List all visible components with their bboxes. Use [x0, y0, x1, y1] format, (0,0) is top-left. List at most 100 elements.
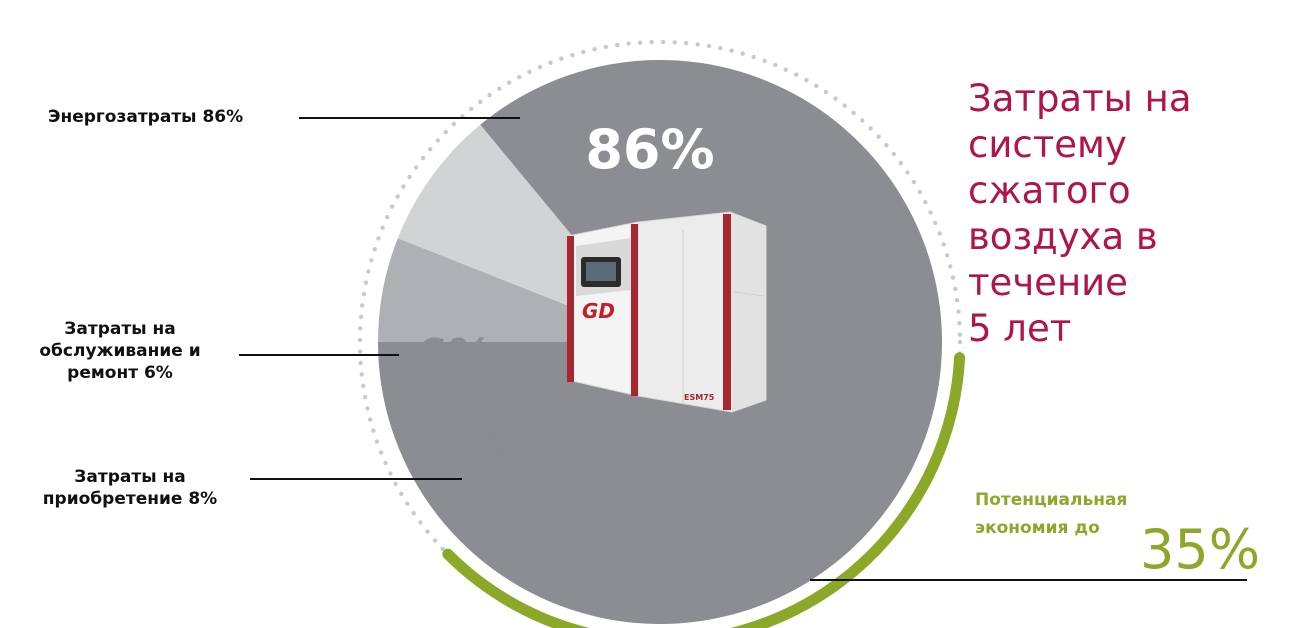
ring-dot: [487, 92, 492, 98]
savings-label-line: Потенциальная: [975, 490, 1128, 510]
label-purchase-line: приобретение 8%: [42, 489, 218, 509]
ring-dot: [581, 49, 586, 55]
ring-dot: [440, 546, 445, 552]
ring-dot: [891, 151, 896, 157]
ring-dot: [729, 48, 734, 53]
label-service-line: обслуживание и: [39, 341, 201, 361]
ring-dot: [615, 42, 620, 48]
leader-line-purchase: [250, 478, 462, 480]
ring-dot: [385, 214, 390, 220]
compressor-image: GD ESM75: [567, 211, 767, 413]
ring-dot: [740, 51, 745, 56]
ring-dot: [783, 67, 788, 72]
compressor-model: ESM75: [684, 393, 715, 402]
ring-dot: [592, 47, 597, 52]
label-service-line: ремонт 6%: [67, 363, 173, 383]
ring-dot: [649, 39, 654, 45]
ring-dot: [425, 529, 430, 534]
ring-dot: [948, 264, 953, 269]
ring-dot: [418, 520, 423, 525]
ring-dot: [361, 291, 367, 297]
ring-dot: [833, 96, 838, 101]
label-energy-line: Энергозатраты 86%: [48, 107, 244, 127]
ring-dot: [876, 134, 881, 139]
ring-dot: [637, 40, 643, 45]
ring-dot: [683, 40, 689, 46]
label-purchase-line: Затраты на: [74, 467, 186, 487]
ring-dot: [401, 184, 406, 189]
ring-dot: [953, 286, 958, 292]
ring-dot: [357, 337, 363, 343]
ring-dot: [366, 269, 371, 274]
ring-dot: [537, 64, 543, 70]
ring-dot: [363, 280, 369, 285]
ring-dot: [432, 538, 438, 543]
ring-dot: [751, 54, 756, 60]
ring-dot: [390, 204, 395, 209]
ring-dot: [794, 72, 799, 77]
ring-dot: [388, 471, 393, 476]
ring-dot: [957, 332, 963, 337]
ring-dot: [435, 138, 440, 143]
ring-dot: [383, 460, 388, 466]
label-service-line: Затраты на: [64, 319, 176, 339]
ring-dot: [497, 86, 502, 91]
ring-dot: [937, 231, 942, 236]
ring-dot: [950, 275, 956, 280]
ring-dot: [380, 225, 385, 230]
ring-dot: [898, 160, 903, 166]
ring-dot: [884, 143, 889, 148]
ring-dot: [361, 383, 366, 388]
ring-dot: [917, 189, 922, 195]
ring-dot: [923, 199, 928, 205]
ring-dot: [842, 103, 847, 108]
ring-dot: [626, 41, 631, 46]
ring-dot: [672, 40, 677, 45]
ring-dot: [360, 303, 365, 308]
ring-dot: [814, 83, 819, 89]
ring-dot: [868, 126, 873, 131]
ring-dot: [706, 43, 712, 49]
ring-dot: [570, 52, 575, 58]
savings-value: 35%: [1140, 518, 1261, 581]
ring-dot: [407, 174, 412, 180]
ring-dot: [420, 155, 426, 161]
slice-data-labels: 86% 6% 8%: [416, 118, 715, 469]
ring-dot: [362, 395, 368, 400]
ring-dot: [368, 417, 373, 422]
ring-dot: [365, 406, 370, 411]
label-energy: Энергозатраты 86%: [48, 106, 243, 128]
ring-dot: [695, 42, 700, 47]
leader-line-energy: [299, 117, 520, 119]
ring-dot: [376, 236, 381, 241]
data-label-purchase: 8%: [437, 415, 515, 469]
ring-dot: [957, 321, 962, 326]
ring-dot: [469, 106, 474, 112]
ring-dot: [378, 450, 384, 455]
ring-dot: [374, 439, 380, 444]
ring-dot: [956, 309, 961, 314]
ring-dot: [395, 194, 400, 199]
ring-dot: [428, 147, 433, 152]
ring-dot: [851, 110, 856, 116]
ring-dot: [357, 349, 363, 354]
label-service: Затраты на обслуживание и ремонт 6%: [10, 318, 230, 384]
ring-dot: [359, 372, 364, 377]
ring-dot: [957, 339, 963, 345]
ring-dot: [905, 170, 910, 175]
ring-dot: [393, 481, 398, 486]
ring-dot: [928, 210, 933, 215]
ring-dot: [603, 44, 608, 50]
ring-dot: [660, 39, 666, 45]
label-purchase: Затраты на приобретение 8%: [20, 466, 240, 510]
ring-dot: [371, 428, 376, 433]
ring-dot: [762, 58, 767, 63]
ring-dot: [451, 121, 457, 127]
ring-dot: [443, 129, 448, 135]
ring-dot: [369, 258, 374, 263]
ring-dot: [399, 491, 404, 496]
ring-dot: [478, 99, 483, 105]
ring-dot: [358, 314, 364, 320]
ring-dot: [358, 326, 363, 331]
